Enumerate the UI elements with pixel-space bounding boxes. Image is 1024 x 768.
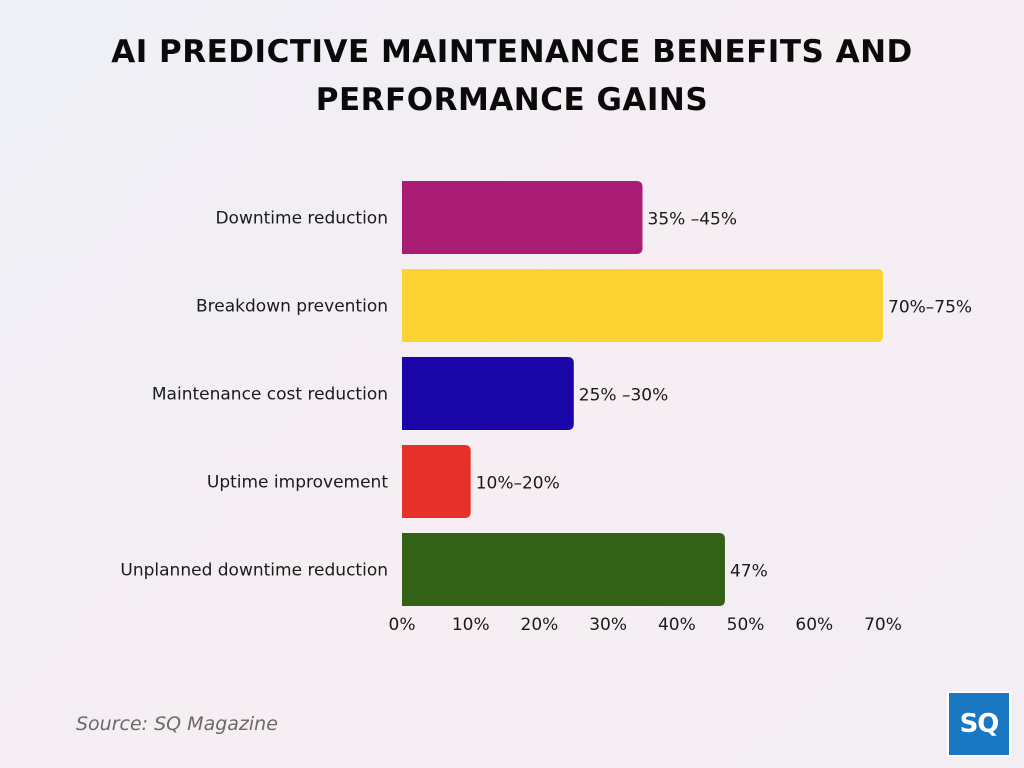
value-label-0: 35% –45% xyxy=(648,210,737,230)
category-label-1: Breakdown prevention xyxy=(196,297,388,317)
x-tick-label-2: 20% xyxy=(521,615,559,635)
chart-title-line-1: AI PREDICTIVE MAINTENANCE BENEFITS AND xyxy=(111,34,913,70)
value-label-3: 10%–20% xyxy=(476,474,560,494)
category-label-0: Downtime reduction xyxy=(215,209,388,229)
x-tick-label-0: 0% xyxy=(389,615,416,635)
chart-title-line-2: PERFORMANCE GAINS xyxy=(315,82,709,118)
bar-2 xyxy=(402,357,574,430)
x-tick-label-7: 70% xyxy=(864,615,902,635)
category-label-3: Uptime improvement xyxy=(207,473,388,493)
bar-0 xyxy=(402,181,643,254)
value-label-1: 70%–75% xyxy=(888,298,972,318)
category-label-2: Maintenance cost reduction xyxy=(152,385,388,405)
source-note: Source: SQ Magazine xyxy=(76,713,278,735)
bar-1 xyxy=(402,269,883,342)
category-label-4: Unplanned downtime reduction xyxy=(120,561,388,581)
bar-3 xyxy=(402,445,471,518)
sq-logo: SQ xyxy=(947,691,1011,757)
sq-logo-text: SQ xyxy=(959,709,1000,739)
value-label-2: 25% –30% xyxy=(579,386,668,406)
chart-title: AI PREDICTIVE MAINTENANCE BENEFITS AND P… xyxy=(0,28,1024,124)
x-tick-label-5: 50% xyxy=(727,615,765,635)
x-tick-label-3: 30% xyxy=(589,615,627,635)
x-tick-label-4: 40% xyxy=(658,615,696,635)
x-tick-label-6: 60% xyxy=(795,615,833,635)
bar-4 xyxy=(402,533,725,606)
x-tick-label-1: 10% xyxy=(452,615,490,635)
value-label-4: 47% xyxy=(730,562,768,582)
